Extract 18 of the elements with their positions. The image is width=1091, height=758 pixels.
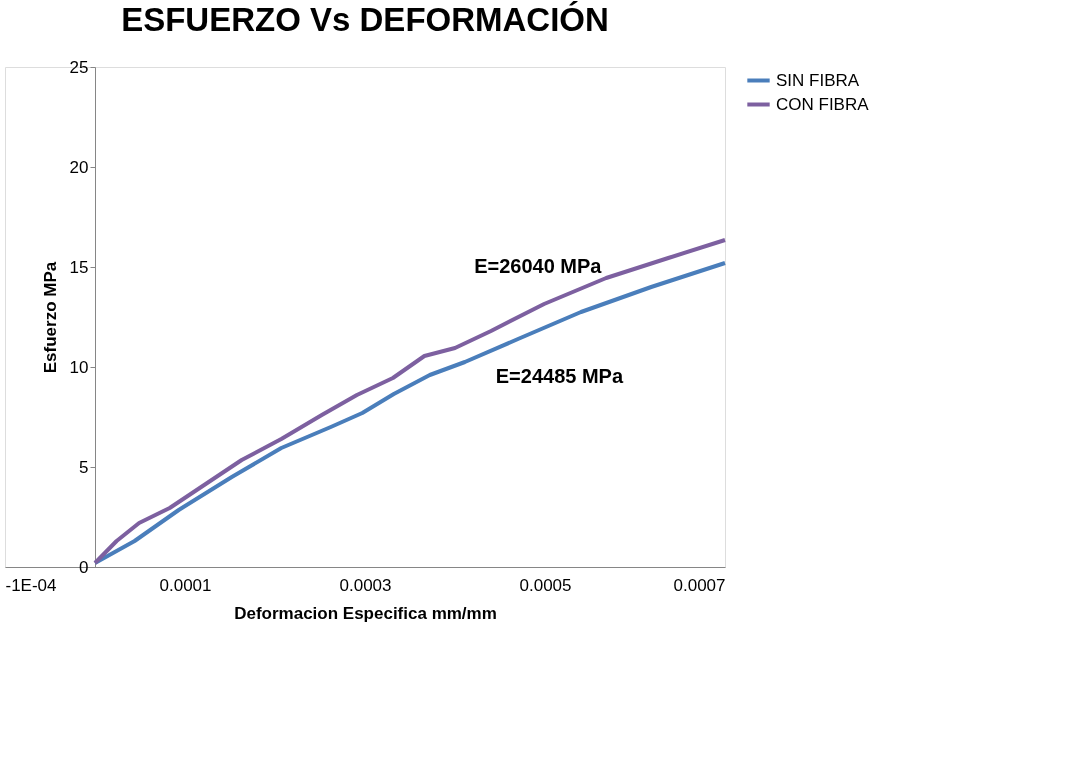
x-tick-label: 0.0001 [159, 575, 212, 595]
x-tick-label: 0.0003 [339, 575, 392, 595]
y-tick-label: 5 [79, 457, 89, 477]
y-tick-label: 15 [69, 257, 89, 277]
chart-title: ESFUERZO Vs DEFORMACIÓN [121, 1, 609, 38]
x-tick-label: -1E-04 [5, 575, 57, 595]
y-tick-label: 10 [69, 357, 89, 377]
annotation: E=26040 MPa [474, 255, 603, 277]
y-axis-title: Esfuerzo MPa [40, 261, 60, 374]
x-axis-title: Deformacion Especifica mm/mm [234, 603, 497, 623]
x-tick-label: 0.0007 [673, 575, 726, 595]
legend-label: SIN FIBRA [776, 70, 860, 90]
y-tick-label: 0 [79, 557, 89, 577]
y-tick-label: 20 [69, 157, 89, 177]
annotation: E=24485 MPa [495, 365, 624, 387]
x-tick-label: 0.0005 [519, 575, 572, 595]
y-tick-label: 25 [69, 57, 89, 77]
legend-label: CON FIBRA [776, 94, 870, 114]
